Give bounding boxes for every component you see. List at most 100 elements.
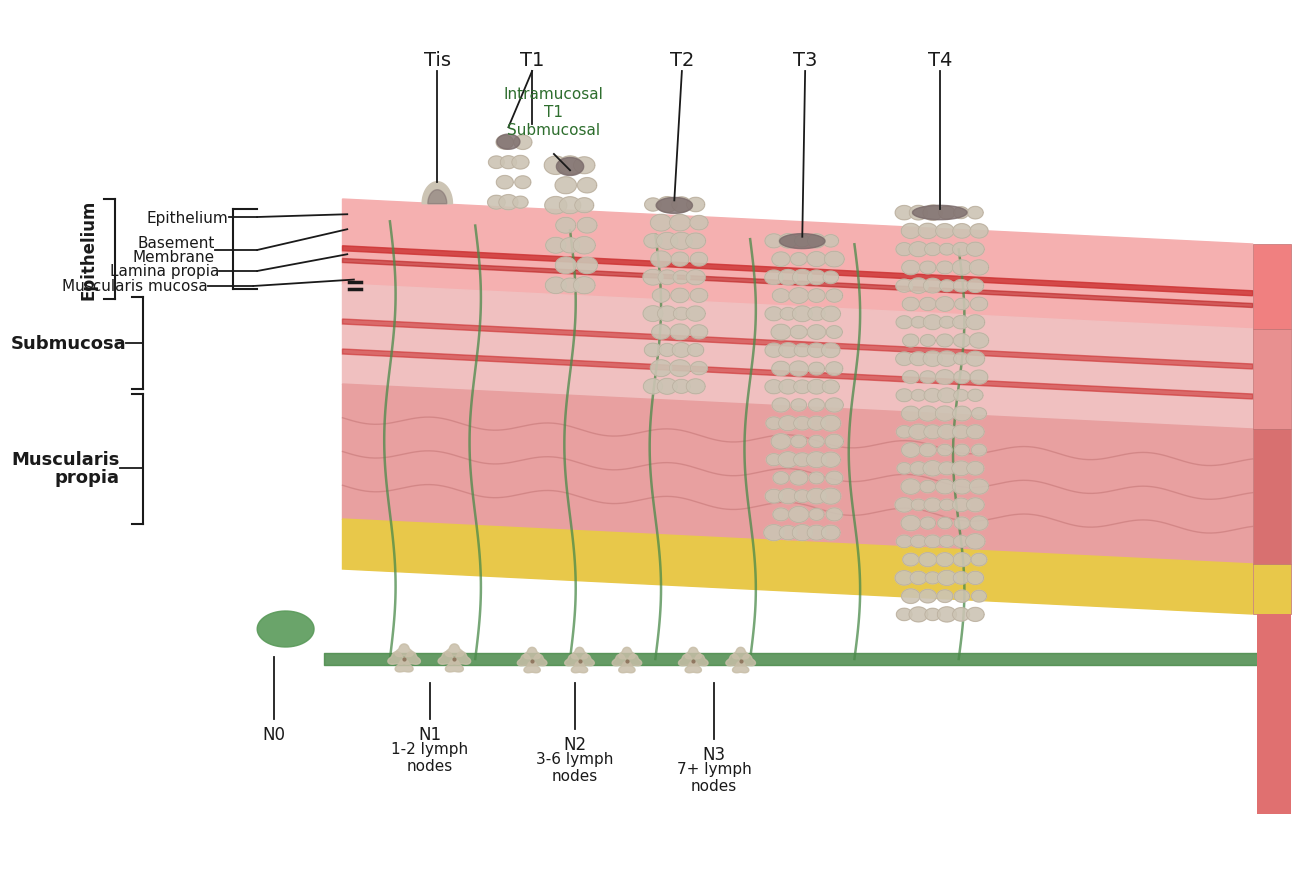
Polygon shape: [764, 381, 783, 395]
Polygon shape: [659, 344, 676, 357]
Polygon shape: [577, 218, 597, 234]
Polygon shape: [780, 308, 796, 321]
Polygon shape: [923, 461, 942, 476]
Polygon shape: [489, 156, 504, 169]
Text: T2: T2: [670, 51, 694, 70]
Polygon shape: [793, 454, 811, 467]
Polygon shape: [924, 425, 941, 440]
Polygon shape: [653, 289, 670, 303]
Polygon shape: [650, 215, 672, 232]
Polygon shape: [771, 434, 790, 450]
Polygon shape: [935, 407, 954, 421]
Polygon shape: [645, 344, 662, 357]
Polygon shape: [920, 481, 936, 494]
Polygon shape: [807, 235, 826, 249]
Polygon shape: [789, 471, 807, 486]
Polygon shape: [937, 445, 952, 456]
Polygon shape: [953, 499, 970, 512]
Polygon shape: [923, 352, 942, 367]
Polygon shape: [896, 353, 913, 366]
Polygon shape: [937, 607, 957, 622]
Text: N3: N3: [702, 745, 725, 763]
Polygon shape: [902, 443, 920, 458]
Polygon shape: [686, 198, 705, 212]
Polygon shape: [560, 238, 580, 254]
Text: N1: N1: [419, 725, 441, 743]
Polygon shape: [901, 480, 920, 494]
Polygon shape: [780, 235, 826, 249]
Polygon shape: [909, 206, 928, 221]
Polygon shape: [807, 344, 826, 358]
Polygon shape: [764, 271, 783, 285]
Polygon shape: [658, 379, 677, 395]
Polygon shape: [953, 426, 970, 439]
Polygon shape: [920, 517, 936, 529]
Text: N0: N0: [263, 725, 286, 743]
Polygon shape: [920, 371, 936, 384]
Text: propia: propia: [55, 468, 120, 487]
Polygon shape: [573, 277, 595, 295]
Polygon shape: [342, 247, 1253, 296]
Polygon shape: [954, 371, 970, 384]
Polygon shape: [937, 388, 957, 403]
Polygon shape: [342, 385, 1253, 564]
Polygon shape: [794, 344, 810, 357]
Bar: [1257, 614, 1291, 814]
Text: 3-6 lymph
nodes: 3-6 lymph nodes: [536, 751, 614, 784]
Text: Basement: Basement: [136, 236, 214, 251]
Polygon shape: [967, 389, 983, 402]
Text: Submucosal: Submucosal: [507, 123, 601, 138]
Polygon shape: [954, 299, 970, 310]
Polygon shape: [807, 289, 826, 303]
Polygon shape: [807, 325, 826, 340]
Polygon shape: [670, 325, 690, 340]
Polygon shape: [953, 335, 971, 348]
Polygon shape: [806, 452, 827, 468]
Polygon shape: [790, 435, 807, 448]
Polygon shape: [650, 361, 672, 377]
Polygon shape: [954, 590, 970, 602]
Polygon shape: [644, 270, 663, 286]
Polygon shape: [772, 253, 790, 267]
Polygon shape: [970, 224, 988, 239]
Polygon shape: [924, 389, 941, 402]
Polygon shape: [902, 261, 920, 275]
Polygon shape: [512, 156, 529, 169]
Polygon shape: [690, 362, 707, 375]
Polygon shape: [670, 361, 690, 377]
Polygon shape: [896, 389, 913, 402]
Polygon shape: [966, 607, 984, 621]
Polygon shape: [488, 196, 506, 210]
Polygon shape: [672, 197, 692, 213]
Polygon shape: [897, 608, 913, 620]
Polygon shape: [822, 381, 840, 394]
Polygon shape: [902, 298, 919, 311]
Text: Muscularis mucosa: Muscularis mucosa: [62, 279, 208, 295]
Polygon shape: [970, 261, 989, 275]
Polygon shape: [644, 235, 662, 249]
Polygon shape: [257, 611, 315, 647]
Polygon shape: [777, 452, 798, 468]
Polygon shape: [954, 208, 968, 219]
Polygon shape: [953, 553, 971, 567]
Polygon shape: [809, 362, 824, 375]
Polygon shape: [910, 462, 927, 475]
Polygon shape: [911, 317, 926, 328]
Text: 1-2 lymph
nodes: 1-2 lymph nodes: [391, 741, 468, 773]
Polygon shape: [524, 647, 541, 659]
Polygon shape: [545, 157, 567, 176]
Polygon shape: [560, 279, 580, 293]
Polygon shape: [967, 280, 984, 293]
Polygon shape: [772, 399, 790, 413]
Polygon shape: [685, 234, 706, 249]
Polygon shape: [924, 498, 941, 512]
Polygon shape: [952, 461, 970, 476]
Polygon shape: [572, 661, 588, 673]
Polygon shape: [658, 307, 677, 322]
Polygon shape: [940, 317, 954, 328]
Text: Membrane: Membrane: [133, 250, 214, 265]
Polygon shape: [671, 289, 689, 303]
Polygon shape: [792, 307, 812, 322]
Polygon shape: [794, 235, 810, 248]
Polygon shape: [771, 325, 790, 341]
